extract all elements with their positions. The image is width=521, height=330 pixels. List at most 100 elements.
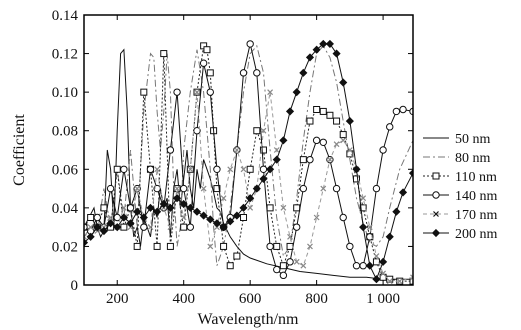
data-point [199,59,208,67]
data-point [305,53,315,62]
data-point [187,166,194,173]
data-point [293,204,301,212]
x-tick-label: 200 [106,291,129,307]
data-point [259,165,268,173]
data-point [126,204,135,212]
data-point [113,223,122,232]
series-line [84,92,413,282]
data-point [126,219,135,228]
data-point [359,262,367,270]
data-point [273,147,280,153]
data-point [153,207,162,216]
data-point [340,137,347,144]
data-point [87,214,95,221]
data-point [179,199,188,209]
data-point [180,223,188,231]
data-point [200,185,207,192]
data-point [372,275,381,284]
legend-label: 200 nm [455,227,498,242]
data-point [206,215,215,224]
data-point [279,262,287,270]
data-point [366,233,374,241]
legend-item: 50 nm [423,132,491,147]
data-point [134,185,141,192]
data-point [247,204,254,211]
data-point [392,207,401,216]
data-point [207,243,214,250]
legend-label: 80 nm [455,151,491,166]
data-point [213,165,221,173]
ticks-layer: 200 400 600 800 1 000 0 0.02 0.04 0.06 0.08 0.10 0.… [52,8,413,307]
data-point [339,78,348,87]
data-point [253,69,261,77]
data-point [360,195,367,202]
data-point [246,194,255,203]
data-point [227,166,234,173]
data-point [194,89,200,96]
data-point [410,274,413,281]
data-point [325,39,334,48]
data-point [280,204,287,211]
series-line [84,44,413,282]
data-point [386,123,394,131]
data-point [220,195,227,202]
data-point [93,223,102,232]
data-point [312,45,321,54]
data-point [206,69,214,77]
data-point [192,207,202,216]
data-point [366,224,373,231]
data-point [107,214,114,221]
data-point [299,156,307,164]
y-axis-title: Coefficient [11,114,28,186]
data-point [106,184,115,193]
data-point [292,223,301,231]
series-line [84,43,413,277]
data-point [240,214,248,221]
data-point [120,204,127,211]
data-point [346,242,354,251]
data-point [100,204,108,212]
data-point [332,49,341,58]
data-point [313,106,321,113]
data-point [326,111,334,119]
data-point [312,136,321,145]
data-point [431,228,441,238]
data-point [153,242,161,250]
data-point [379,257,388,266]
data-point [287,233,293,240]
legend-item: 170 nm [423,208,498,223]
legend-item: 200 nm [423,227,498,242]
data-point [319,107,327,115]
data-point [120,223,128,231]
data-point [87,224,94,231]
data-point [246,165,254,173]
data-point [266,242,274,251]
data-point [119,213,128,222]
data-point [174,185,180,192]
data-point [313,214,320,221]
data-point [372,258,380,266]
data-point [339,213,347,222]
data-point [233,147,240,153]
data-point [212,219,221,228]
data-point [286,258,294,266]
data-point [346,147,353,153]
y-tick-label: 0.10 [52,85,78,101]
data-point [133,207,142,216]
data-point [146,165,155,173]
data-point [220,242,228,250]
data-point [398,188,408,197]
data-point [86,232,95,241]
data-point [279,136,288,145]
data-point [267,89,274,96]
legend: 50 nm 80 nm 110 nm 140 nm 170 nm 200 nm [423,132,498,242]
data-point [386,278,393,285]
data-point [345,117,354,126]
series-layer [84,39,413,285]
series-0 [84,48,413,280]
y-tick-label: 0.12 [52,47,78,63]
data-point [306,155,314,164]
legend-label: 170 nm [455,208,498,223]
data-point [213,185,221,193]
